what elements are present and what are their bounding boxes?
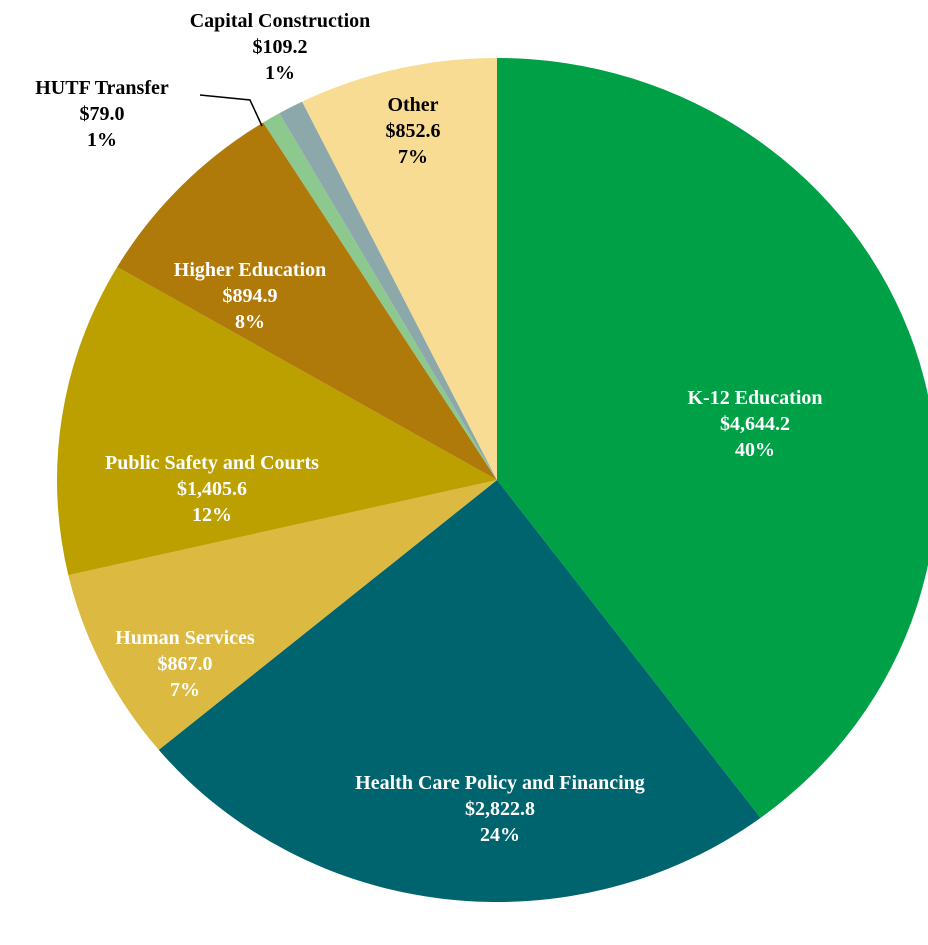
slice-label: Other $852.6 7% bbox=[353, 92, 473, 170]
slice-label: Capital Construction $109.2 1% bbox=[130, 8, 430, 86]
share-label: 7% bbox=[398, 146, 428, 168]
share-label: 12% bbox=[192, 504, 232, 526]
share-label: 8% bbox=[235, 311, 265, 333]
category-label: Higher Education bbox=[173, 259, 327, 281]
category-label: Other bbox=[387, 94, 439, 116]
category-label: Human Services bbox=[115, 627, 255, 649]
value-label: $109.2 bbox=[252, 36, 308, 58]
value-label: $1,405.6 bbox=[177, 478, 247, 500]
slice bbox=[302, 58, 497, 480]
share-label: 1% bbox=[265, 62, 295, 84]
slice bbox=[263, 113, 497, 481]
category-label: HUTF Transfer bbox=[35, 77, 169, 99]
slice-label: Public Safety and Courts $1,405.6 12% bbox=[62, 450, 362, 528]
slice bbox=[68, 480, 497, 750]
value-label: $4,644.2 bbox=[720, 413, 790, 435]
share-label: 24% bbox=[480, 824, 520, 846]
share-label: 40% bbox=[735, 439, 775, 461]
share-label: 7% bbox=[170, 679, 200, 701]
leader-line bbox=[199, 94, 263, 127]
slice-label: Human Services $867.0 7% bbox=[75, 625, 295, 703]
slice bbox=[57, 267, 497, 576]
slice bbox=[158, 480, 761, 902]
category-label: Capital Construction bbox=[189, 10, 371, 32]
value-label: $79.0 bbox=[79, 103, 125, 125]
slice bbox=[279, 101, 497, 481]
value-label: $852.6 bbox=[385, 120, 441, 142]
category-label: K-12 Education bbox=[687, 387, 823, 409]
category-label: Public Safety and Courts bbox=[105, 452, 319, 474]
category-label: Health Care Policy and Financing bbox=[355, 772, 645, 794]
slice bbox=[117, 122, 498, 480]
slice-label: HUTF Transfer $79.0 1% bbox=[2, 75, 202, 153]
share-label: 1% bbox=[87, 129, 117, 151]
value-label: $894.9 bbox=[222, 285, 278, 307]
slice-label: Higher Education $894.9 8% bbox=[130, 257, 370, 335]
value-label: $2,822.8 bbox=[465, 798, 535, 820]
slice bbox=[497, 58, 928, 818]
slice-label: Health Care Policy and Financing $2,822.8… bbox=[350, 770, 650, 848]
value-label: $867.0 bbox=[157, 653, 213, 675]
slice-label: K-12 Education $4,644.2 40% bbox=[625, 385, 885, 463]
